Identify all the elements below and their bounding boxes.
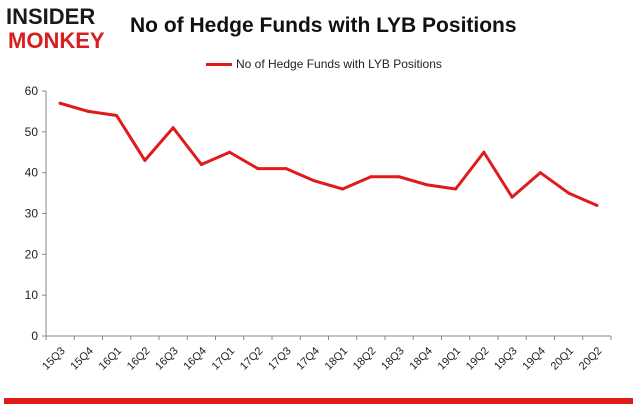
chart-title: No of Hedge Funds with LYB Positions: [130, 14, 517, 37]
bottom-accent-bar: [4, 398, 633, 404]
x-tick-label: 20Q2: [577, 345, 605, 373]
x-tick-label: 17Q2: [238, 345, 266, 373]
y-tick-label: 10: [25, 288, 39, 302]
logo-line-1: INSIDER: [6, 4, 96, 29]
x-tick-label: 17Q4: [294, 345, 322, 373]
legend-label: No of Hedge Funds with LYB Positions: [236, 57, 442, 71]
data-point: [595, 203, 599, 207]
y-tick-label: 50: [25, 125, 39, 139]
data-point: [369, 175, 373, 179]
data-point: [284, 167, 288, 171]
data-point: [86, 109, 90, 113]
x-tick-label: 19Q4: [520, 345, 548, 373]
y-tick-label: 0: [31, 329, 38, 343]
data-point: [567, 191, 571, 195]
x-tick-label: 19Q3: [492, 345, 520, 373]
data-point: [538, 171, 542, 175]
data-point: [425, 183, 429, 187]
data-point: [510, 195, 514, 199]
x-tick-label: 16Q4: [181, 345, 209, 373]
x-tick-label: 19Q2: [464, 345, 492, 373]
x-tick-label: 15Q3: [40, 345, 68, 373]
data-point: [256, 167, 260, 171]
x-tick-label: 18Q3: [379, 345, 407, 373]
data-point: [143, 158, 147, 162]
data-point: [115, 114, 119, 117]
data-point: [312, 179, 316, 183]
data-point: [482, 150, 486, 154]
data-point: [397, 175, 401, 179]
legend-swatch: [206, 62, 232, 66]
x-tick-label: 18Q2: [351, 345, 379, 373]
y-tick-label: 40: [25, 166, 39, 180]
y-tick-label: 20: [25, 247, 39, 261]
x-tick-label: 15Q4: [68, 345, 96, 373]
insider-monkey-logo: INSIDER MONKEY: [6, 4, 116, 54]
data-point: [171, 126, 175, 130]
series-line: [58, 101, 599, 207]
data-point: [454, 187, 458, 191]
x-tick-label: 20Q1: [549, 345, 577, 373]
x-tick-label: 19Q1: [436, 345, 464, 373]
x-tick-label: 18Q4: [407, 345, 435, 373]
x-tick-label: 17Q3: [266, 345, 294, 373]
x-tick-label: 17Q1: [210, 345, 238, 373]
x-tick-label: 16Q2: [125, 345, 153, 373]
x-tick-label: 16Q3: [153, 345, 181, 373]
data-point: [199, 163, 203, 166]
data-point: [228, 150, 232, 154]
chart-legend: No of Hedge Funds with LYB Positions: [206, 56, 442, 72]
data-point: [341, 187, 345, 191]
x-tick-label: 18Q1: [323, 345, 351, 373]
y-tick-label: 30: [25, 207, 39, 221]
logo-line-2: MONKEY: [8, 28, 105, 53]
data-point: [58, 101, 62, 105]
x-tick-label: 16Q1: [97, 345, 125, 373]
y-tick-label: 60: [25, 84, 39, 98]
